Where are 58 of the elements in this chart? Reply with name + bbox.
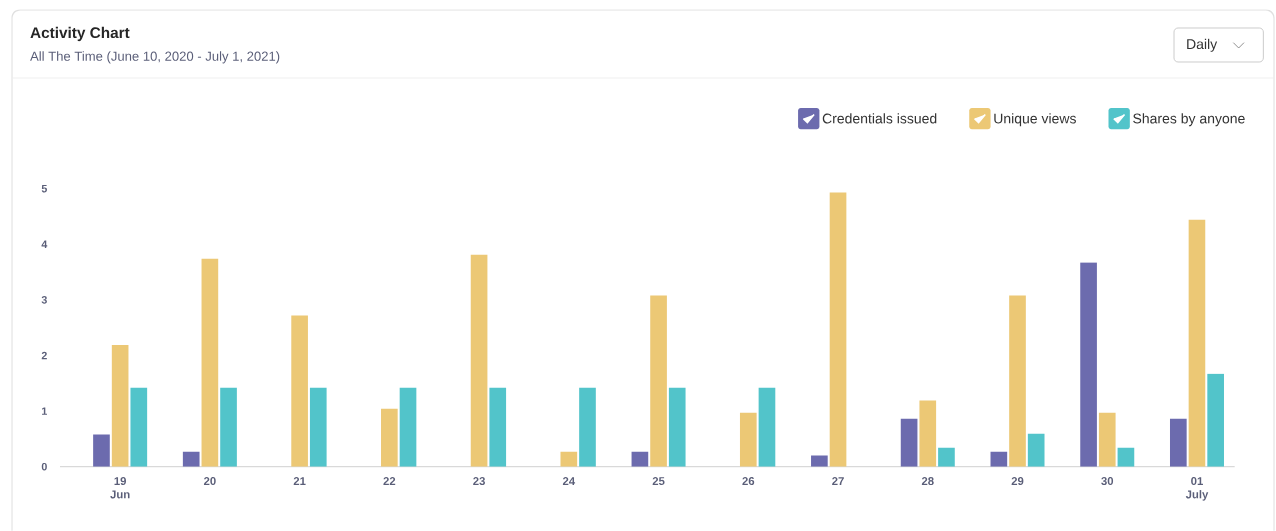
x-tick-label: 25 xyxy=(652,477,665,486)
bar xyxy=(182,451,200,467)
bar xyxy=(470,255,488,467)
bar xyxy=(1027,434,1045,467)
legend-label: Unique views xyxy=(994,113,1076,127)
x-tick-label: 27 xyxy=(832,477,844,486)
bar xyxy=(201,258,219,467)
y-tick-label: 1 xyxy=(42,407,47,415)
x-tick-label: 26 xyxy=(742,477,755,486)
bar xyxy=(829,192,847,467)
bar xyxy=(668,387,686,467)
bar xyxy=(1169,419,1187,467)
bar xyxy=(130,387,148,467)
x-tick-label: 19 Jun xyxy=(110,477,130,499)
bar xyxy=(291,315,308,467)
bar xyxy=(919,400,937,467)
x-tick-label: 20 xyxy=(203,477,216,486)
chart-subtitle: All The Time (June 10, 2020 - July 1, 2021) xyxy=(30,51,280,64)
bar xyxy=(990,451,1008,467)
bar xyxy=(631,451,649,467)
legend-label: Shares by anyone xyxy=(1133,113,1245,127)
bar xyxy=(758,387,776,467)
x-tick-label: 21 xyxy=(293,477,306,486)
y-tick-label: 3 xyxy=(41,296,47,304)
bar xyxy=(220,387,237,467)
bar xyxy=(650,295,667,467)
y-tick-label: 5 xyxy=(41,185,47,193)
bar xyxy=(93,434,110,467)
y-tick-label: 2 xyxy=(41,351,47,360)
bar xyxy=(309,387,327,467)
bar xyxy=(1009,295,1026,467)
x-tick-label: 28 xyxy=(921,477,934,486)
x-tick-label: 30 xyxy=(1101,477,1114,486)
bar xyxy=(381,409,398,467)
bar xyxy=(938,447,955,467)
bar xyxy=(1188,219,1206,467)
bar xyxy=(1117,447,1135,467)
x-tick-label: 22 xyxy=(383,477,396,486)
bar xyxy=(579,387,596,467)
chart-title: Activity Chart xyxy=(30,27,130,42)
x-tick-label: 24 xyxy=(562,477,576,486)
bar xyxy=(560,451,578,467)
bar xyxy=(900,419,918,467)
bar xyxy=(489,387,507,467)
bar xyxy=(399,387,417,467)
bar xyxy=(811,455,828,467)
bar xyxy=(1207,373,1224,467)
x-tick-label: 29 xyxy=(1011,477,1024,486)
bar xyxy=(739,412,757,467)
legend-label: Credentials issued xyxy=(822,113,937,124)
x-tick-label: 01 July xyxy=(1185,477,1209,501)
bar xyxy=(1080,262,1097,467)
y-tick-label: 0 xyxy=(41,463,47,471)
x-tick-label: 23 xyxy=(473,477,485,486)
bar xyxy=(1098,412,1116,467)
bar xyxy=(111,345,129,467)
text: Daily xyxy=(1187,38,1218,53)
y-tick-label: 4 xyxy=(41,240,48,249)
